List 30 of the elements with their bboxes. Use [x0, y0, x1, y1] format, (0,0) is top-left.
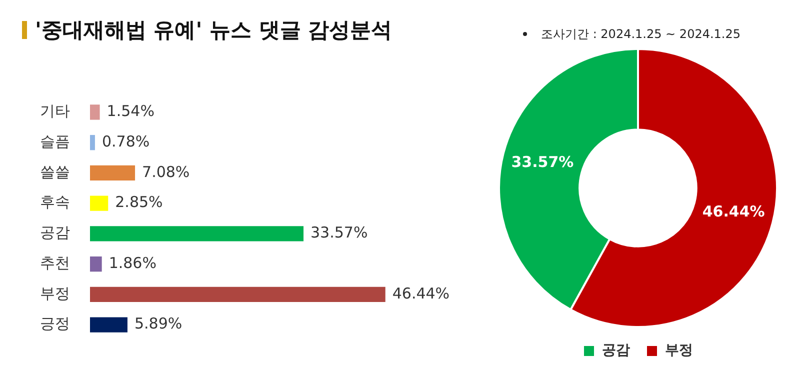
legend-label: 부정 [665, 342, 693, 359]
y-tick-label: 기타 [40, 102, 70, 120]
bar [90, 226, 304, 242]
legend-label: 공감 [602, 342, 630, 359]
y-tick-label: 긍정 [40, 314, 70, 333]
bar [90, 104, 100, 120]
chart-title: '중대재해법 유예' 뉴스 댓글 감성분석 [35, 17, 392, 44]
y-tick-label: 추천 [40, 254, 70, 272]
y-tick-label: 부정 [40, 284, 70, 302]
data-label: 46.44% [702, 202, 765, 221]
data-label: 33.57% [511, 153, 574, 172]
data-label: 0.78% [102, 132, 150, 150]
data-label: 46.44% [392, 284, 450, 302]
data-label: 5.89% [134, 314, 182, 333]
bar [90, 165, 136, 181]
bar [90, 286, 386, 302]
y-tick-label: 쓸쓸 [40, 162, 70, 181]
data-label: 7.08% [142, 162, 190, 181]
text: 조사기간 : 2024.1.25 ~ 2024.1.25 [541, 26, 740, 42]
y-tick-label: 공감 [40, 224, 70, 242]
bar [90, 256, 102, 272]
y-tick-label: 슬픔 [40, 132, 70, 150]
data-label: 1.86% [108, 254, 156, 272]
data-label: 1.54% [106, 102, 154, 120]
y-tick-label: 후속 [40, 193, 70, 212]
data-label: 2.85% [115, 193, 163, 212]
data-label: 33.57% [310, 224, 368, 242]
bar [90, 196, 108, 211]
bar [90, 134, 95, 150]
bar [90, 317, 128, 332]
